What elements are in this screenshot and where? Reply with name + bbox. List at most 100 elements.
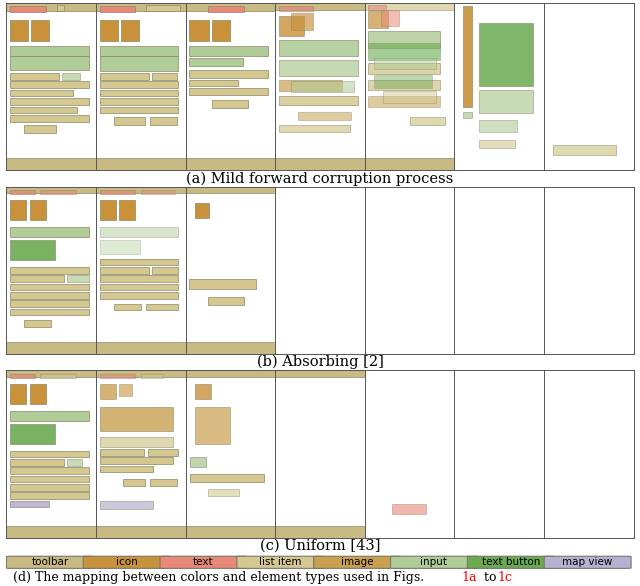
Bar — [279, 40, 358, 56]
FancyBboxPatch shape — [314, 556, 401, 568]
Bar — [189, 46, 268, 56]
Bar — [150, 479, 177, 486]
Bar — [96, 342, 186, 354]
Bar — [10, 200, 26, 220]
Bar — [146, 5, 180, 11]
Bar — [67, 459, 82, 466]
Bar — [100, 437, 173, 447]
Bar — [369, 43, 440, 60]
Bar — [479, 23, 533, 87]
Text: to: to — [480, 571, 500, 584]
FancyBboxPatch shape — [160, 556, 247, 568]
Bar — [100, 81, 179, 88]
Bar — [10, 6, 46, 12]
Bar — [212, 20, 230, 42]
Bar — [100, 449, 145, 456]
Bar — [10, 451, 89, 457]
Bar — [10, 81, 89, 88]
Bar — [291, 13, 313, 30]
Bar — [119, 200, 136, 220]
Text: (b) Absorbing [2]: (b) Absorbing [2] — [257, 355, 383, 369]
FancyBboxPatch shape — [390, 556, 477, 568]
Bar — [212, 100, 248, 108]
Bar — [152, 267, 179, 274]
Bar — [410, 117, 445, 125]
Bar — [365, 3, 454, 9]
Bar — [10, 411, 89, 421]
Bar — [6, 187, 96, 193]
Bar — [96, 526, 186, 537]
Bar — [298, 111, 351, 120]
Bar — [10, 56, 89, 70]
Bar — [100, 200, 116, 220]
Bar — [96, 187, 186, 193]
Bar — [62, 73, 80, 80]
Bar — [100, 457, 173, 464]
Bar — [6, 342, 96, 354]
Bar — [121, 20, 139, 42]
Bar — [392, 504, 426, 514]
Bar — [24, 321, 51, 327]
Bar — [100, 240, 140, 254]
Bar — [275, 370, 365, 377]
Text: toolbar: toolbar — [31, 557, 68, 567]
Text: text: text — [193, 557, 214, 567]
Bar — [374, 58, 436, 69]
Bar — [10, 190, 35, 194]
Bar — [56, 5, 64, 11]
Bar — [189, 88, 268, 95]
Bar — [369, 80, 440, 90]
Text: map view: map view — [563, 557, 613, 567]
Bar — [208, 297, 244, 305]
Bar — [6, 158, 96, 170]
Bar — [10, 240, 55, 260]
Bar — [10, 73, 60, 80]
Bar — [10, 20, 28, 42]
Bar — [195, 384, 211, 399]
Bar — [190, 474, 264, 482]
Bar — [189, 278, 257, 288]
Bar — [100, 73, 149, 80]
FancyBboxPatch shape — [83, 556, 170, 568]
Bar — [148, 449, 179, 456]
Bar — [10, 384, 26, 404]
Bar — [10, 492, 89, 499]
Text: list item: list item — [259, 557, 301, 567]
Bar — [10, 484, 89, 490]
Bar — [10, 107, 77, 113]
Bar — [100, 98, 179, 105]
FancyBboxPatch shape — [544, 556, 631, 568]
Bar — [100, 190, 136, 194]
Text: input: input — [420, 557, 447, 567]
Bar — [463, 111, 472, 118]
Bar — [141, 374, 163, 378]
Bar — [479, 120, 517, 132]
Bar — [10, 476, 89, 482]
Bar — [6, 370, 96, 377]
Text: image: image — [341, 557, 373, 567]
Bar — [10, 292, 89, 299]
Text: 1c: 1c — [497, 571, 513, 584]
Bar — [29, 200, 46, 220]
Bar — [6, 526, 96, 537]
Bar — [190, 457, 206, 468]
Bar — [100, 258, 179, 265]
Bar — [369, 97, 440, 107]
Bar — [100, 384, 116, 399]
Bar — [279, 80, 342, 91]
Bar — [119, 384, 132, 396]
Bar — [10, 309, 89, 315]
Bar — [10, 468, 89, 474]
Bar — [208, 489, 239, 496]
Bar — [100, 46, 179, 56]
Bar — [186, 158, 275, 170]
Bar — [150, 117, 177, 125]
Bar — [40, 190, 76, 194]
Bar — [10, 424, 55, 444]
Bar — [186, 526, 275, 537]
Bar — [195, 407, 230, 444]
Bar — [365, 158, 454, 170]
Bar — [279, 16, 304, 36]
Bar — [67, 275, 89, 282]
Bar — [279, 6, 313, 11]
